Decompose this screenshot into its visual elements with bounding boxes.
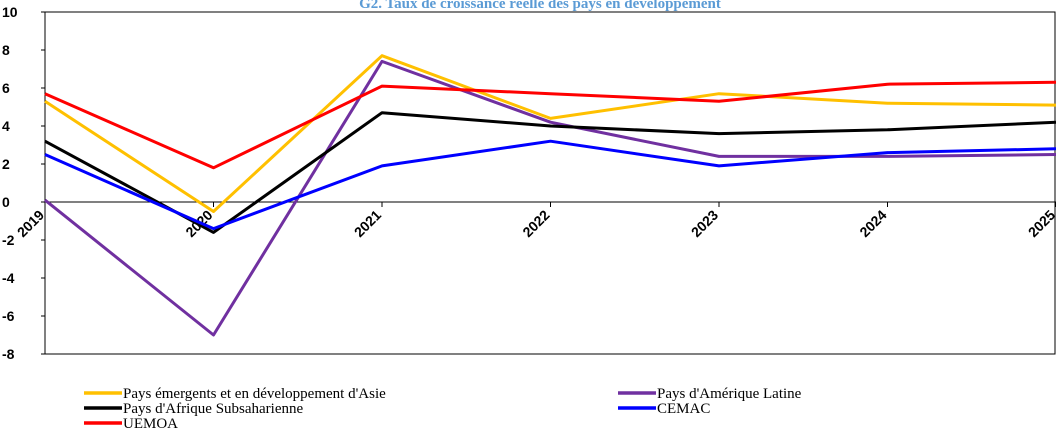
y-tick-label: -8 — [2, 346, 15, 362]
series-line — [44, 139, 1056, 231]
series-line — [44, 54, 1056, 213]
chart-title: G2. Taux de croissance réelle des pays e… — [359, 0, 721, 12]
x-tick-label: 2025 — [1025, 207, 1056, 240]
x-tick-label: 2022 — [519, 207, 552, 240]
series-line — [44, 111, 1056, 234]
x-tick-label: 2023 — [688, 207, 721, 240]
y-tick-label: -2 — [2, 232, 15, 248]
x-tick-label: 2019 — [14, 207, 47, 240]
y-tick-label: 10 — [2, 4, 18, 20]
legend-label: Pays émergents et en développement d'Asi… — [123, 386, 386, 402]
y-tick-label: 2 — [2, 156, 10, 172]
y-tick-label: -4 — [2, 270, 15, 286]
x-tick-label: 2024 — [856, 207, 889, 240]
y-tick-label: 4 — [2, 118, 10, 134]
y-tick-label: 8 — [2, 42, 10, 58]
legend-label: CEMAC — [657, 401, 710, 417]
x-tick-label: 2021 — [351, 207, 384, 240]
plot-border — [44, 11, 1056, 355]
y-tick-label: 6 — [2, 80, 10, 96]
y-tick-label: 0 — [2, 194, 10, 210]
legend-label: Pays d'Afrique Subsaharienne — [123, 401, 304, 417]
series-line — [44, 59, 1056, 337]
legend-label: UEMOA — [123, 416, 178, 432]
legend-label: Pays d'Amérique Latine — [657, 386, 802, 402]
series-line — [44, 80, 1056, 170]
y-tick-label: -6 — [2, 308, 15, 324]
